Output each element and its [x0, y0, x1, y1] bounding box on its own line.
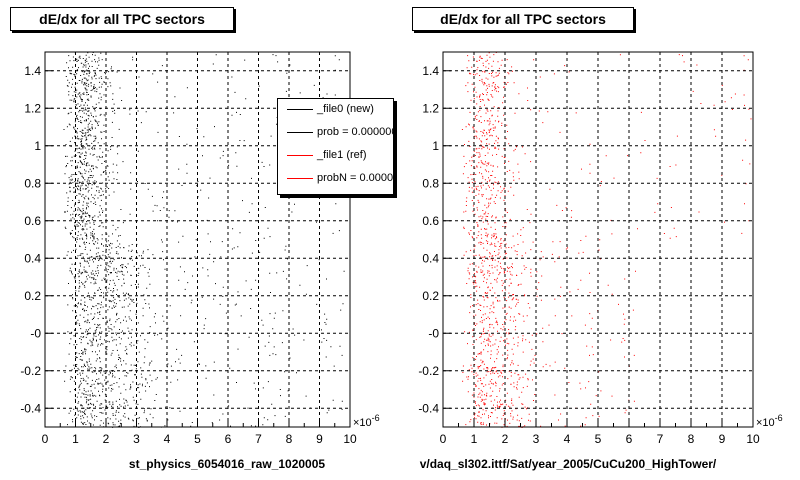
x-tick-label-left: 7 — [255, 432, 262, 446]
x-tick-label-left: 0 — [42, 432, 49, 446]
x-exponent-power-left: -6 — [372, 413, 380, 423]
y-tick-label-left: 1.2 — [24, 101, 41, 115]
legend-label-prob: prob = 0.000000 — [317, 126, 394, 138]
y-axis-right: -0.4 -0.2 -0 0.2 0.4 0.6 0.8 1 1.2 1.4 — [418, 64, 451, 415]
legend-label-probn: probN = 0.000000 — [317, 172, 394, 184]
y-tick-label-left: 1 — [34, 139, 41, 153]
y-tick-label-right: -0.2 — [418, 364, 439, 378]
plot-left: 0 1 2 3 4 5 6 7 8 9 10 ×10-6 -0.4 -0.2 -0 0.2 0.4 0.6 0.8 1… — [20, 51, 380, 471]
y-tick-label-left: -0.2 — [20, 364, 41, 378]
x-tick-label-right: 2 — [502, 432, 509, 446]
legend-box: _file0 (new) prob = 0.000000 _file1 (ref… — [277, 98, 394, 195]
x-tick-label-right: 3 — [533, 432, 540, 446]
y-tick-label-right: 0.8 — [422, 176, 439, 190]
x-tick-label-left: 10 — [343, 432, 357, 446]
x-exponent-left: ×10-6 — [353, 413, 380, 429]
x-tick-label-right: 4 — [564, 432, 571, 446]
x-tick-label-right: 9 — [719, 432, 726, 446]
x-tick-label-left: 5 — [194, 432, 201, 446]
x-tick-label-left: 3 — [133, 432, 140, 446]
legend-line-prob — [287, 132, 313, 133]
y-tick-label-right: 1.4 — [422, 64, 439, 78]
legend-entry-file1: _file1 (ref) — [278, 148, 393, 162]
y-tick-label-left: 0.8 — [24, 176, 41, 190]
legend-line-probn — [287, 178, 313, 179]
grid-right — [443, 52, 753, 427]
y-tick-label-right: 1.2 — [422, 101, 439, 115]
chart-title-right: dE/dx for all TPC sectors — [412, 7, 634, 31]
y-tick-label-right: 1 — [432, 139, 439, 153]
y-tick-label-left: -0 — [30, 326, 41, 340]
legend-label-file0: _file0 (new) — [317, 103, 374, 115]
chart-title-left: dE/dx for all TPC sectors — [10, 7, 234, 31]
y-tick-label-left: 1.4 — [24, 64, 41, 78]
x-tick-label-right: 0 — [440, 432, 447, 446]
y-tick-label-left: 0.4 — [24, 251, 41, 265]
x-tick-label-right: 8 — [688, 432, 695, 446]
x-tick-label-left: 1 — [72, 432, 79, 446]
x-tick-label-right: 6 — [626, 432, 633, 446]
y-tick-label-right: 0.2 — [422, 289, 439, 303]
y-tick-label-right: 0.6 — [422, 214, 439, 228]
legend-line-file1 — [287, 155, 313, 156]
x-exponent-power-right: -6 — [775, 413, 783, 423]
x-tick-label-right: 5 — [595, 432, 602, 446]
x-tick-label-left: 8 — [286, 432, 293, 446]
y-tick-label-right: -0 — [428, 326, 439, 340]
x-axis-title-right: v/daq_sl302.ittf/Sat/year_2005/CuCu200_H… — [420, 457, 717, 471]
x-axis-title-left: st_physics_6054016_raw_1020005 — [129, 457, 325, 471]
x-tick-label-right: 7 — [657, 432, 664, 446]
plot-right: 0 1 2 3 4 5 6 7 8 9 10 ×10-6 -0.4 -0.2 -0 0.2 0.4 0.6 0.8 1… — [418, 51, 783, 471]
y-tick-label-left: -0.4 — [20, 401, 41, 415]
y-tick-label-right: 0.4 — [422, 251, 439, 265]
x-exponent-right: ×10-6 — [756, 413, 783, 429]
y-tick-label-left: 0.2 — [24, 289, 41, 303]
legend-entry-prob: prob = 0.000000 — [278, 125, 394, 139]
x-tick-label-right: 1 — [471, 432, 478, 446]
x-tick-label-left: 4 — [164, 432, 171, 446]
x-tick-label-left: 2 — [103, 432, 110, 446]
y-tick-label-right: -0.4 — [418, 401, 439, 415]
legend-entry-probn: probN = 0.000000 — [278, 171, 394, 185]
x-axis-right: 0 1 2 3 4 5 6 7 8 9 10 ×10-6 — [440, 413, 783, 446]
y-tick-label-left: 0.6 — [24, 214, 41, 228]
x-tick-label-left: 9 — [316, 432, 323, 446]
legend-label-file1: _file1 (ref) — [317, 149, 367, 161]
x-tick-label-right: 10 — [746, 432, 760, 446]
legend-entry-file0: _file0 (new) — [278, 102, 393, 116]
y-axis-left: -0.4 -0.2 -0 0.2 0.4 0.6 0.8 1 1.2 1.4 — [20, 64, 53, 415]
legend-line-file0 — [287, 109, 313, 110]
x-tick-label-left: 6 — [225, 432, 232, 446]
